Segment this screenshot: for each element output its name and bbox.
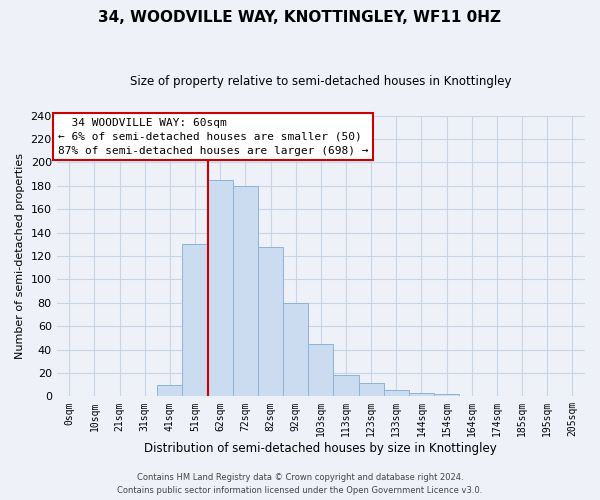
Bar <box>359 384 384 396</box>
Bar <box>384 390 409 396</box>
Bar <box>334 376 359 396</box>
Title: Size of property relative to semi-detached houses in Knottingley: Size of property relative to semi-detach… <box>130 75 512 88</box>
Text: 34, WOODVILLE WAY, KNOTTINGLEY, WF11 0HZ: 34, WOODVILLE WAY, KNOTTINGLEY, WF11 0HZ <box>98 10 502 25</box>
Bar <box>308 344 334 396</box>
X-axis label: Distribution of semi-detached houses by size in Knottingley: Distribution of semi-detached houses by … <box>145 442 497 455</box>
Text: Contains HM Land Registry data © Crown copyright and database right 2024.
Contai: Contains HM Land Registry data © Crown c… <box>118 474 482 495</box>
Bar <box>182 244 208 396</box>
Y-axis label: Number of semi-detached properties: Number of semi-detached properties <box>15 153 25 359</box>
Bar <box>283 302 308 396</box>
Bar <box>208 180 233 396</box>
Bar <box>434 394 459 396</box>
Bar <box>157 384 182 396</box>
Bar <box>409 393 434 396</box>
Bar <box>233 186 258 396</box>
Text: 34 WOODVILLE WAY: 60sqm
← 6% of semi-detached houses are smaller (50)
87% of sem: 34 WOODVILLE WAY: 60sqm ← 6% of semi-det… <box>58 118 368 156</box>
Bar <box>258 246 283 396</box>
